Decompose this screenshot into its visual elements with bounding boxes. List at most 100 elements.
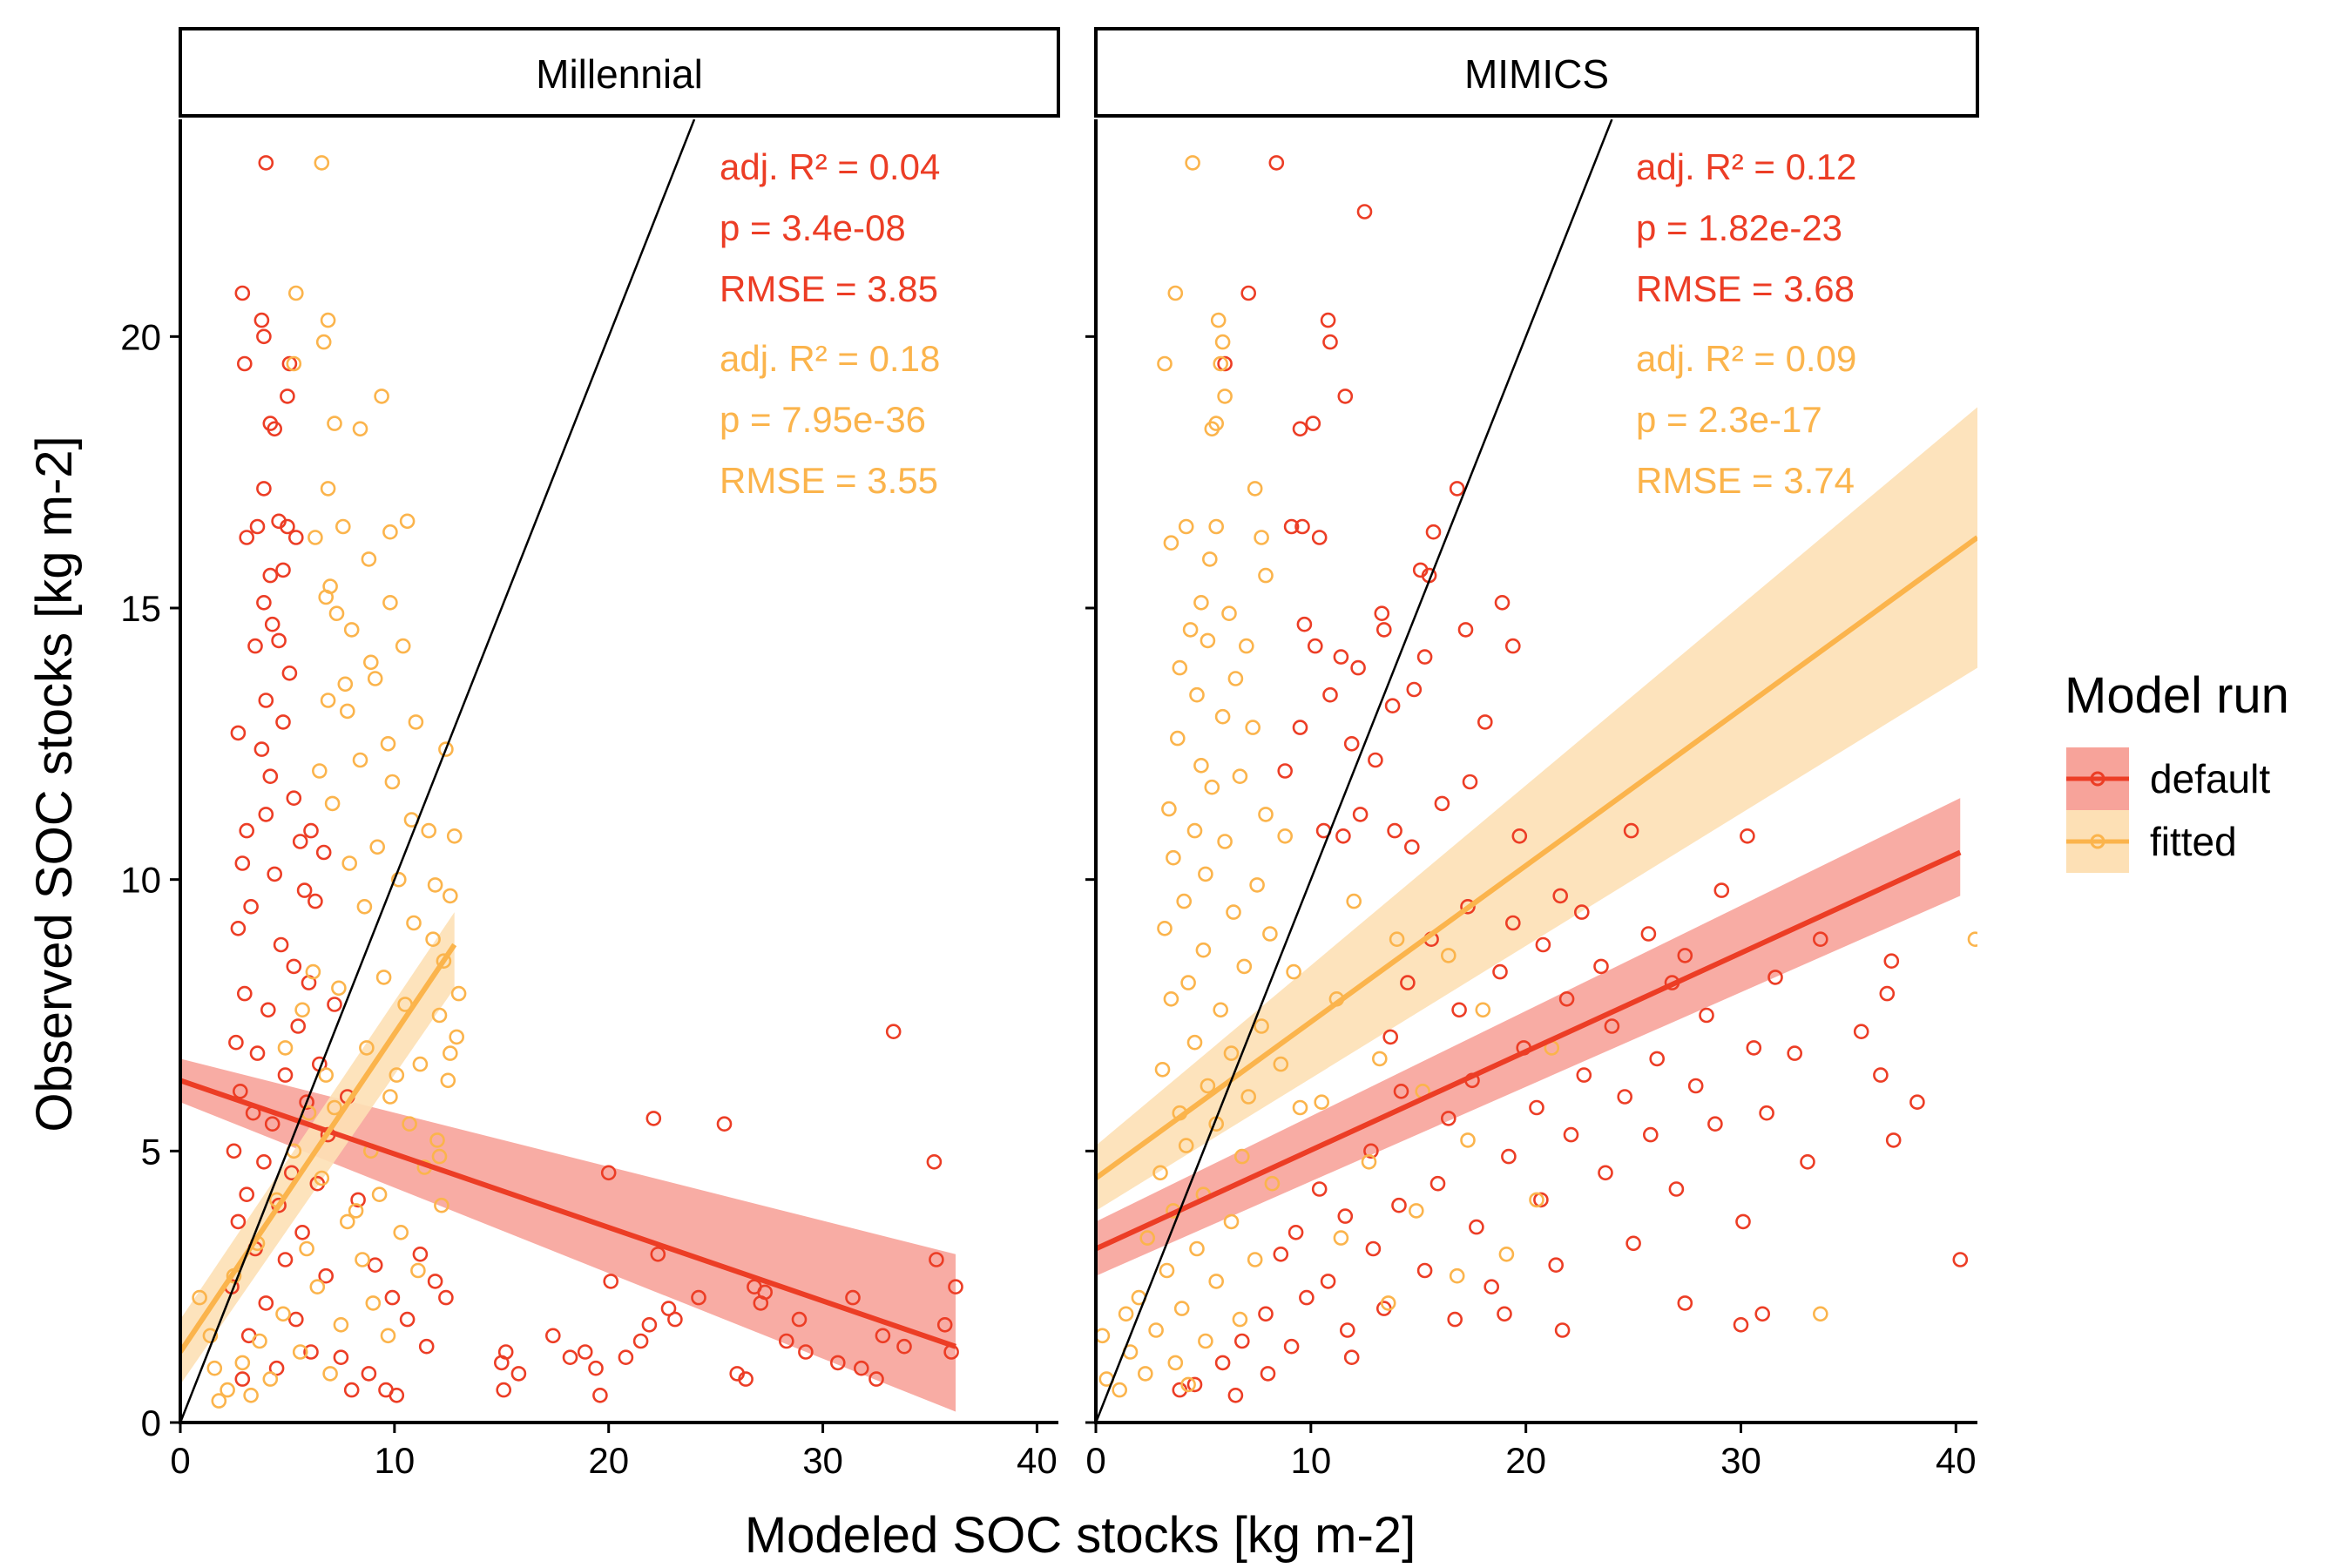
data-point-fitted — [442, 1045, 458, 1061]
data-point-default — [1511, 828, 1528, 844]
data-point-fitted — [1176, 893, 1192, 909]
data-point-default — [1260, 1366, 1276, 1382]
data-point-default — [1368, 752, 1383, 768]
data-point-default — [258, 693, 274, 708]
data-point-default — [1365, 1240, 1382, 1257]
data-point-fitted — [359, 1040, 375, 1056]
data-point-default — [1335, 828, 1351, 844]
data-point-fitted — [1157, 355, 1173, 372]
data-point-fitted — [1180, 975, 1196, 990]
data-point-fitted — [431, 1007, 448, 1024]
data-point-default — [1382, 1029, 1398, 1045]
data-point-fitted — [438, 741, 454, 757]
data-point-default — [645, 1111, 662, 1126]
data-point-default — [281, 665, 298, 681]
data-point-fitted — [1249, 877, 1265, 893]
data-point-fitted — [314, 155, 330, 171]
data-point-default — [281, 355, 298, 372]
data-point-default — [236, 985, 253, 1002]
legend-label-fitted: fitted — [2150, 819, 2237, 864]
data-point-fitted — [252, 1333, 267, 1349]
data-point-fitted — [382, 524, 398, 540]
stats-millennial: adj. R² = 0.04 p = 3.4e-08 RMSE = 3.85 a… — [720, 146, 940, 501]
data-point-default — [603, 1274, 619, 1289]
data-point-default — [1477, 714, 1493, 730]
legend-key-default-point — [2090, 771, 2105, 787]
legend-item-fitted: fitted — [2066, 810, 2237, 873]
data-point-fitted — [1204, 779, 1220, 795]
data-point-fitted — [1286, 963, 1301, 980]
data-point-default — [286, 958, 302, 975]
data-point-default — [845, 1289, 861, 1306]
data-point-default — [1558, 991, 1575, 1007]
data-point-default — [1217, 355, 1233, 372]
data-point-default — [1767, 970, 1783, 985]
data-point-fitted — [450, 985, 467, 1002]
data-point-default — [1813, 931, 1828, 947]
data-point-default — [399, 1311, 416, 1328]
data-point-fitted — [427, 877, 443, 893]
data-point-default — [1337, 389, 1354, 404]
data-point-fitted — [399, 513, 416, 530]
data-point-default — [1494, 594, 1511, 611]
data-point-default — [577, 1344, 593, 1360]
data-point-default — [1873, 1067, 1889, 1083]
data-point-default — [239, 822, 255, 839]
y-tick-label: 5 — [141, 1131, 161, 1172]
strip-millennial — [179, 27, 1060, 118]
data-point-fitted — [1208, 416, 1224, 431]
data-point-default — [296, 882, 313, 898]
data-point-fitted — [1460, 1132, 1476, 1148]
data-point-default — [1492, 963, 1508, 980]
data-point-default — [1343, 1349, 1360, 1365]
data-point-fitted — [1198, 866, 1213, 882]
data-point-fitted — [1161, 801, 1177, 817]
data-point-fitted — [1236, 958, 1253, 975]
data-point-default — [271, 632, 287, 649]
data-point-default — [1240, 285, 1256, 301]
data-point-fitted — [1170, 730, 1186, 747]
data-point-fitted — [277, 1040, 294, 1056]
data-point-default — [315, 844, 332, 861]
data-point-default — [1258, 1306, 1274, 1322]
data-point-fitted — [320, 693, 336, 708]
data-point-fitted — [1167, 285, 1184, 301]
data-point-default — [343, 1382, 360, 1398]
data-point-default — [1449, 481, 1465, 497]
data-point-fitted — [431, 1148, 448, 1165]
data-point-fitted — [429, 1132, 445, 1148]
data-point-default — [1623, 822, 1639, 839]
data-point-default — [716, 1116, 733, 1132]
data-point-default — [267, 866, 283, 882]
data-point-fitted — [393, 1225, 409, 1240]
data-point-default — [308, 893, 323, 909]
plot-content — [180, 119, 963, 1423]
data-point-fitted — [1208, 1274, 1224, 1289]
data-point-default — [1460, 899, 1476, 915]
data-point-default — [641, 1317, 658, 1333]
data-point-default — [389, 1388, 405, 1403]
data-point-fitted — [206, 1360, 223, 1376]
data-point-default — [260, 1002, 276, 1018]
data-point-default — [234, 855, 251, 871]
confidence-band-default — [1096, 798, 1961, 1276]
data-point-default — [1406, 681, 1423, 698]
data-point-fitted — [421, 822, 437, 839]
data-point-default — [287, 530, 304, 545]
identity-line — [180, 119, 696, 1423]
data-point-default — [249, 1045, 266, 1061]
data-point-fitted — [327, 416, 342, 431]
data-point-fitted — [320, 312, 336, 328]
data-point-default — [1687, 1078, 1704, 1094]
data-point-fitted — [1258, 807, 1274, 822]
stat-default-r2: adj. R² = 0.12 — [1636, 146, 1856, 187]
stat-default-rmse: RMSE = 3.68 — [1636, 268, 1855, 309]
data-point-fitted — [440, 1072, 456, 1089]
data-point-default — [262, 768, 279, 785]
x-tick-label: 20 — [1505, 1440, 1546, 1481]
data-point-fitted — [1254, 1018, 1269, 1034]
data-point-default — [273, 936, 289, 953]
data-point-default — [262, 567, 279, 584]
data-point-default — [1214, 1355, 1231, 1371]
x-tick-label: 10 — [374, 1440, 415, 1481]
